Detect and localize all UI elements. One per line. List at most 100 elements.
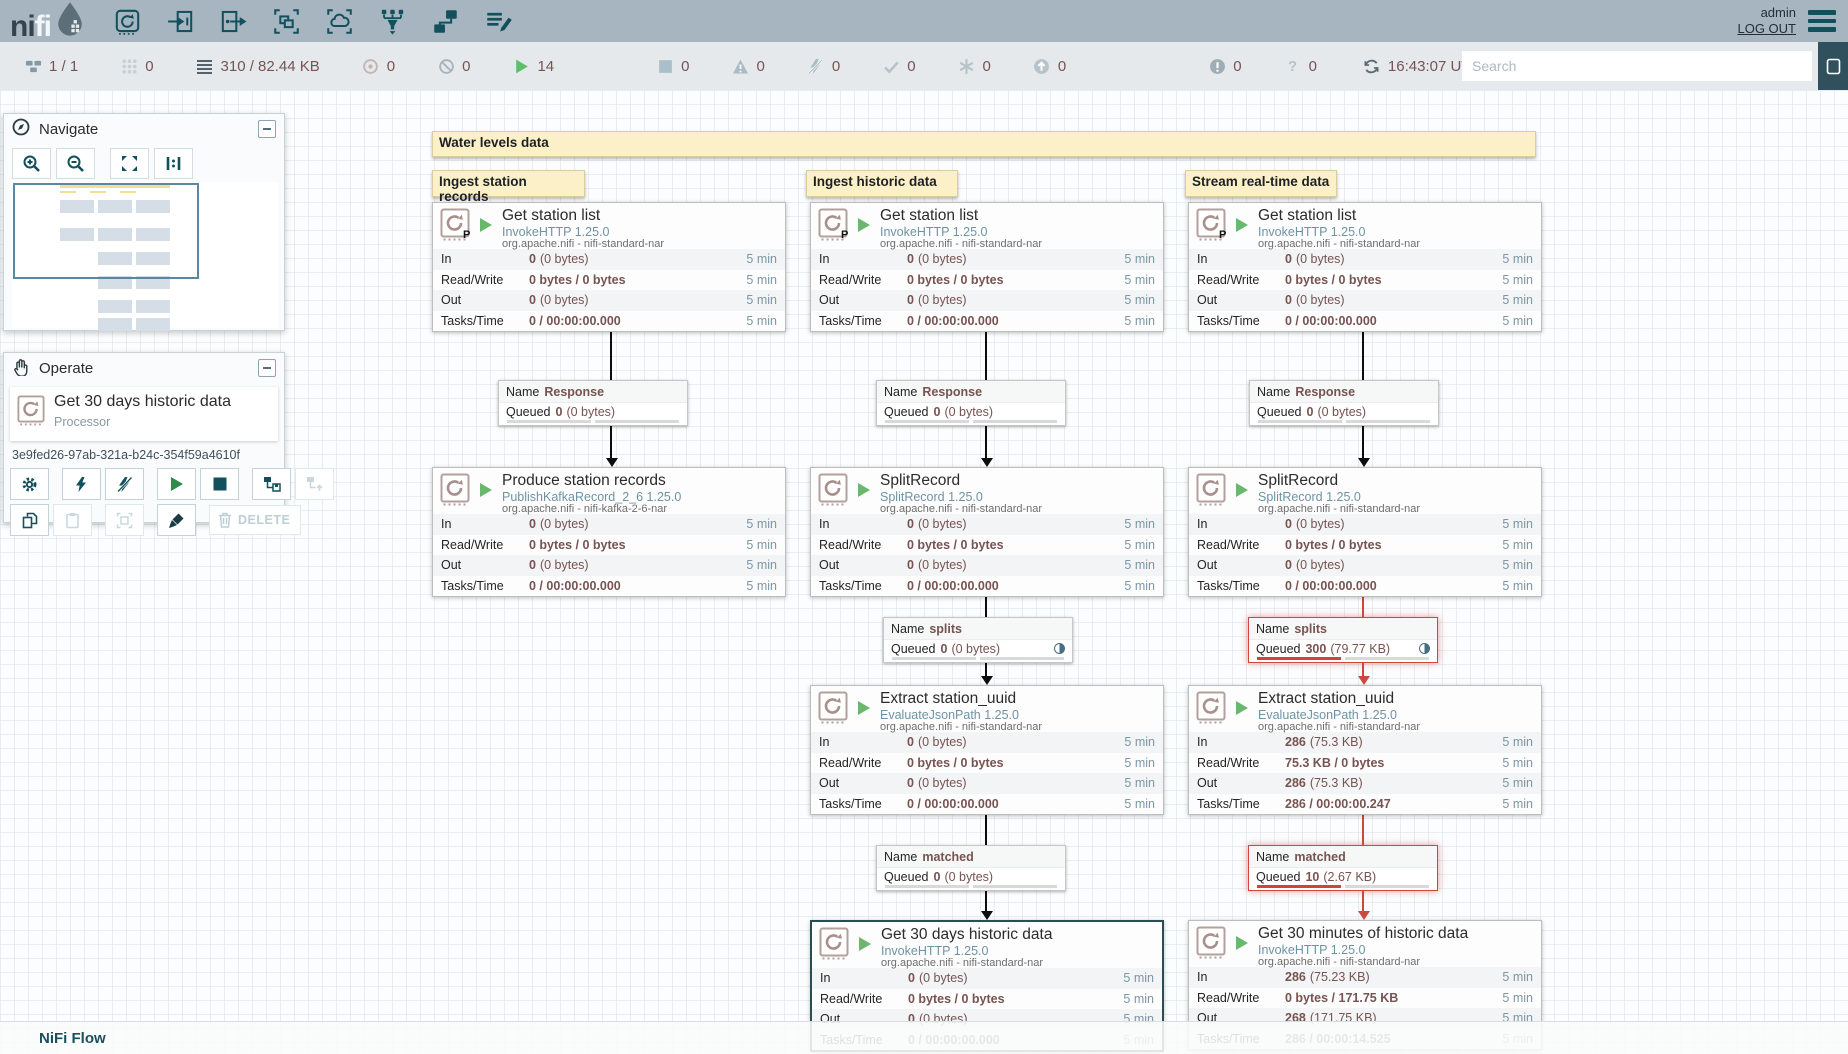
queue-progress	[884, 657, 1072, 662]
process-group-icon[interactable]	[272, 7, 300, 35]
processor-header: Extract station_uuid EvaluateJsonPath 1.2…	[1189, 686, 1541, 733]
canvas-label[interactable]: Water levels data	[432, 131, 1536, 157]
group-button[interactable]	[105, 504, 144, 536]
processor-stat-row: Tasks/Time 0 / 00:00:00.000 5 min	[1189, 576, 1541, 597]
current-user: admin	[1760, 5, 1796, 20]
stat-label: In	[1197, 735, 1208, 750]
configuration-button[interactable]	[10, 468, 49, 500]
connection-line	[1362, 889, 1364, 912]
canvas-label[interactable]: Ingest historic data	[806, 170, 958, 197]
stat-label: Out	[1197, 558, 1218, 573]
collapse-navigate-button[interactable]	[258, 120, 276, 138]
navigate-title: Navigate	[39, 120, 99, 138]
stat-window: 5 min	[1124, 537, 1155, 552]
logout-link[interactable]: LOG OUT	[1737, 21, 1796, 36]
delete-button[interactable]: DELETE	[209, 505, 301, 535]
color-button[interactable]	[157, 504, 196, 536]
stale-icon	[1033, 57, 1051, 75]
minimap-processor-block	[136, 300, 170, 313]
name-label: Name	[1256, 621, 1290, 636]
connection-name-row: Name matched	[877, 846, 1065, 868]
panel-toggle-button[interactable]	[1818, 42, 1848, 90]
canvas-label[interactable]: Ingest station records	[432, 170, 585, 204]
stat-out-size: (0 bytes)	[539, 293, 589, 308]
status-item-stopped: 0	[656, 57, 690, 75]
stat-window: 5 min	[746, 313, 777, 328]
enable-button[interactable]	[62, 468, 101, 500]
connection-name-row: Name Response	[1250, 381, 1438, 403]
connection-label[interactable]: Name matched Queued 10 (2.67 KB)	[1248, 845, 1438, 891]
connection-label[interactable]: Name Response Queued 0 (0 bytes)	[498, 380, 688, 426]
refresh-icon[interactable]	[1363, 57, 1381, 75]
canvas-label[interactable]: Stream real-time data	[1185, 170, 1337, 197]
run-status-icon	[1236, 701, 1248, 715]
processor-type: EvaluateJsonPath 1.25.0	[880, 708, 1019, 722]
output-port-icon[interactable]	[219, 7, 247, 35]
stat-in-size: (0 bytes)	[1295, 252, 1345, 267]
collapse-operate-button[interactable]	[258, 359, 276, 377]
funnel-icon[interactable]	[378, 7, 406, 35]
upload-template-button[interactable]	[295, 468, 334, 500]
processor-header: Get 30 minutes of historic data InvokeHTT…	[1189, 921, 1541, 968]
search-input[interactable]	[1462, 51, 1812, 81]
connection-label[interactable]: Name splits Queued 300 (79.77 KB)	[1248, 617, 1438, 663]
minimap-processor-block	[136, 200, 170, 213]
processor[interactable]: SplitRecord SplitRecord 1.25.0 org.apache.…	[810, 467, 1164, 597]
connection-label[interactable]: Name matched Queued 0 (0 bytes)	[876, 845, 1066, 891]
connection-line	[985, 595, 987, 617]
zoom-in-button[interactable]	[12, 148, 51, 179]
label-icon[interactable]	[484, 7, 512, 35]
connection-label[interactable]: Name Response Queued 0 (0 bytes)	[876, 380, 1066, 426]
flow-canvas[interactable]: Water levels data Ingest station records I…	[0, 90, 1848, 1054]
stat-in-size: (0 bytes)	[539, 517, 589, 532]
start-button[interactable]	[157, 468, 196, 500]
stop-button[interactable]	[200, 468, 239, 500]
minimap-processor-block	[136, 318, 170, 331]
processor[interactable]: P Get station list InvokeHTTP 1.25.0 org.ap…	[810, 202, 1164, 332]
connection-queue-row: Queued 10 (2.67 KB)	[1249, 868, 1437, 885]
stat-window: 5 min	[1502, 776, 1533, 791]
stat-out-count: 0	[1285, 293, 1292, 308]
connection-label[interactable]: Name splits Queued 0 (0 bytes)	[883, 617, 1073, 663]
zoom-out-button[interactable]	[56, 148, 95, 179]
queue-progress-right	[1345, 885, 1429, 888]
remote-process-group-icon[interactable]	[325, 7, 353, 35]
processor[interactable]: Produce station records PublishKafkaRecor…	[432, 467, 786, 597]
status-count: 0	[1057, 57, 1067, 75]
status-count: 310 / 82.44 KB	[220, 57, 320, 75]
minimap-viewport[interactable]	[13, 183, 199, 279]
stat-window: 5 min	[1502, 537, 1533, 552]
minimap-processor-block	[136, 252, 170, 265]
processor-stat-row: Out 0 (0 bytes) 5 min	[811, 290, 1163, 311]
stat-readwrite: 0 bytes / 0 bytes	[1285, 272, 1382, 287]
paste-button[interactable]	[53, 504, 92, 536]
connection-arrow-icon	[1358, 458, 1370, 467]
stat-label: Tasks/Time	[441, 313, 504, 328]
zoom-actual-size-button[interactable]	[154, 148, 193, 179]
stat-in-count: 0	[529, 252, 536, 267]
processor[interactable]: P Get station list InvokeHTTP 1.25.0 org.ap…	[432, 202, 786, 332]
create-template-button[interactable]	[252, 468, 291, 500]
processor[interactable]: Extract station_uuid EvaluateJsonPath 1.2…	[810, 685, 1164, 815]
stat-label: In	[1197, 517, 1208, 532]
stat-label: Read/Write	[819, 537, 882, 552]
connection-label[interactable]: Name Response Queued 0 (0 bytes)	[1249, 380, 1439, 426]
stat-tasks-time: 0 / 00:00:00.000	[1285, 578, 1377, 593]
disable-button[interactable]	[105, 468, 144, 500]
global-menu-icon[interactable]	[1806, 8, 1838, 34]
breadcrumb[interactable]: NiFi Flow	[39, 1029, 106, 1047]
birdseye-minimap[interactable]	[12, 182, 278, 331]
stat-tasks-time: 0 / 00:00:00.000	[907, 578, 999, 593]
processor-icon[interactable]	[113, 7, 141, 35]
processor[interactable]: P Get station list InvokeHTTP 1.25.0 org.ap…	[1188, 202, 1542, 332]
queued-label: Queued	[506, 404, 551, 419]
processor-bundle: org.apache.nifi - nifi-standard-nar	[1258, 721, 1421, 733]
template-icon[interactable]	[431, 7, 459, 35]
name-label: Name	[506, 384, 540, 399]
connection-name-row: Name Response	[499, 381, 687, 403]
copy-button[interactable]	[10, 504, 49, 536]
zoom-fit-button[interactable]	[110, 148, 149, 179]
input-port-icon[interactable]	[166, 7, 194, 35]
processor[interactable]: SplitRecord SplitRecord 1.25.0 org.apache.…	[1188, 467, 1542, 597]
processor[interactable]: Extract station_uuid EvaluateJsonPath 1.2…	[1188, 685, 1542, 815]
